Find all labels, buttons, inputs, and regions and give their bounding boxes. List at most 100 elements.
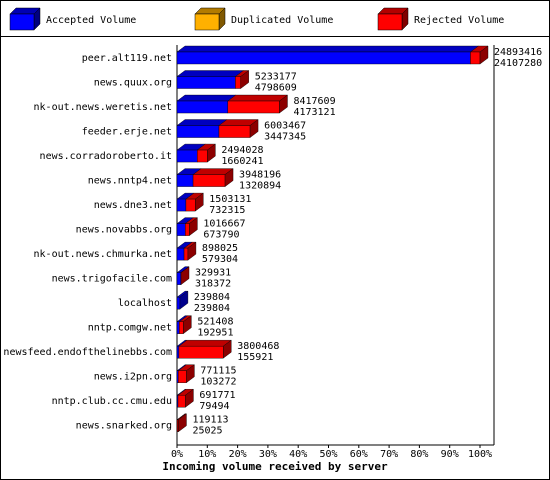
bar-side <box>223 339 232 359</box>
total-label: 329931 <box>195 268 231 279</box>
bar-segment <box>218 119 259 138</box>
x-tick-label: 40% <box>289 449 307 460</box>
legend-swatch <box>377 13 403 31</box>
legend-swatch <box>194 13 220 31</box>
bar-segment <box>192 168 234 187</box>
total-label: 1503131 <box>209 194 251 205</box>
bar-side <box>279 94 288 114</box>
y-tick-label: nntp.comgw.net <box>88 323 172 334</box>
bar-face <box>176 125 220 138</box>
bar-side <box>479 45 489 65</box>
y-tick-label: news.quux.org <box>94 78 172 89</box>
x-tick-label: 90% <box>441 449 459 460</box>
total-label: 521408 <box>197 317 233 328</box>
accepted-label: 239804 <box>194 303 230 314</box>
bar-face <box>179 321 184 334</box>
bar-face <box>176 94 237 102</box>
bar-side <box>180 266 190 286</box>
accepted-label: 3447345 <box>264 132 306 143</box>
total-label: 771115 <box>200 366 236 377</box>
x-axis-title: Incoming volume received by server <box>162 460 388 473</box>
bar-side <box>240 70 249 89</box>
x-tick-label: 80% <box>410 449 428 460</box>
total-label: 3948196 <box>239 170 281 181</box>
y-tick-label: localhost <box>118 298 172 309</box>
bar-face <box>176 272 182 285</box>
total-label: 1016667 <box>203 219 245 230</box>
accepted-label: 318372 <box>195 279 231 290</box>
bar-side <box>185 388 194 408</box>
y-tick-label: news.i2pn.org <box>94 372 172 383</box>
y-tick-label: nk-out.news.chmurka.net <box>34 249 172 260</box>
bar-segment <box>227 94 289 114</box>
bar-face <box>176 223 186 236</box>
bar-face <box>176 174 194 187</box>
total-label: 898025 <box>202 243 238 254</box>
x-tick-label: 10% <box>198 449 216 460</box>
bar-segment <box>176 119 228 138</box>
x-tick-label: 70% <box>380 449 398 460</box>
y-tick-label: news.trigofacile.com <box>52 274 172 285</box>
x-tick-label: 60% <box>350 449 368 460</box>
x-tick-label: 0% <box>171 449 183 460</box>
legend-label: Accepted Volume <box>46 15 136 26</box>
accepted-label: 24107280 <box>494 58 542 69</box>
bar-side <box>207 143 216 163</box>
bar-face <box>192 174 226 187</box>
x-tick-label: 100% <box>468 449 492 460</box>
bar-face <box>235 76 241 89</box>
y-tick-label: nk-out.news.weretis.net <box>34 102 172 113</box>
bar-face <box>176 247 185 261</box>
bar-face <box>185 223 190 236</box>
bar-side <box>189 217 198 237</box>
accepted-label: 1320894 <box>239 181 281 192</box>
y-tick-label: feeder.erje.net <box>82 127 172 138</box>
accepted-label: 1660241 <box>221 156 263 167</box>
total-label: 24893416 <box>494 47 542 58</box>
total-label: 2494028 <box>221 145 263 156</box>
bar-side <box>183 315 192 335</box>
total-label: 119113 <box>192 415 228 426</box>
bar-face <box>177 395 186 408</box>
bar-face <box>197 149 208 163</box>
y-tick-label: news.nntp4.net <box>88 176 172 187</box>
bar-side <box>178 413 187 433</box>
total-label: 239804 <box>194 292 230 303</box>
bar-side <box>249 119 259 138</box>
bar-segment <box>176 94 237 114</box>
total-label: 8417609 <box>293 96 335 107</box>
bar-face <box>185 198 196 212</box>
bar-face <box>470 51 481 65</box>
total-label: 5233177 <box>255 72 297 83</box>
bar-segment <box>176 45 480 65</box>
bar-face <box>176 51 471 65</box>
bar-side <box>187 241 197 261</box>
bar-face <box>176 198 187 212</box>
y-tick-label: news.corradoroberto.it <box>40 151 172 162</box>
bar-segment <box>176 70 245 89</box>
bar-face <box>176 345 180 359</box>
accepted-label: 732315 <box>209 205 245 216</box>
accepted-label: 4798609 <box>255 83 297 94</box>
accepted-label: 579304 <box>202 254 238 265</box>
bar-side <box>186 364 195 384</box>
bar-face <box>218 125 251 138</box>
bar-face <box>176 296 181 310</box>
bar-face <box>227 100 280 114</box>
y-tick-label: news.novabbs.org <box>76 225 172 236</box>
bar-segment <box>176 143 206 163</box>
bar-segment <box>178 339 232 359</box>
bar-face <box>176 321 180 334</box>
accepted-label: 192951 <box>197 328 233 339</box>
accepted-label: 4173121 <box>293 107 335 118</box>
bar-face <box>176 70 245 77</box>
y-tick-label: nntp.club.cc.cmu.edu <box>52 396 172 407</box>
accepted-label: 79494 <box>199 401 229 412</box>
y-tick-label: news.snarked.org <box>76 421 172 432</box>
total-label: 6003467 <box>264 121 306 132</box>
bar-face <box>178 345 224 359</box>
bar-side <box>179 290 189 310</box>
bar-face <box>176 149 198 163</box>
